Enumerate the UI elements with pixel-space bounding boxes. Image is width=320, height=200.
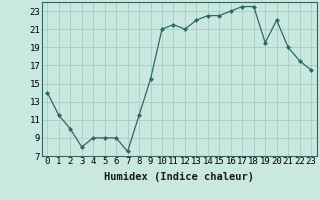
X-axis label: Humidex (Indice chaleur): Humidex (Indice chaleur)	[104, 172, 254, 182]
